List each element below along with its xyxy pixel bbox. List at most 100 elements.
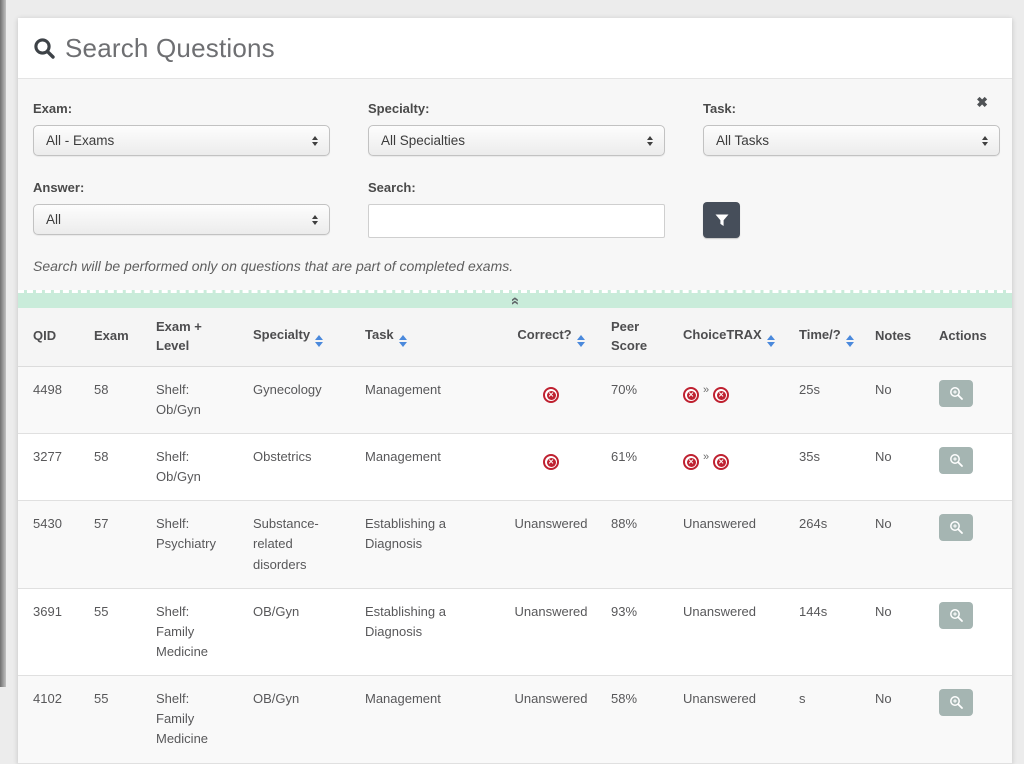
cell-correct: Unanswered: [499, 588, 603, 677]
cell-qid: 5430: [18, 500, 86, 589]
col-header-choicetrax[interactable]: ChoiceTRAX: [675, 308, 791, 367]
view-question-button[interactable]: [939, 379, 973, 407]
incorrect-icon: ✕: [683, 387, 699, 404]
cell-notes: No: [867, 500, 931, 589]
specialty-select[interactable]: All Specialties: [368, 125, 665, 156]
cell-task: Management: [357, 433, 499, 502]
cell-specialty: Gynecology: [245, 366, 357, 434]
cell-peer-score: 61%: [603, 433, 675, 502]
cell-qid: 4498: [18, 366, 86, 434]
view-question-button[interactable]: [939, 514, 973, 542]
filter-row-1: Exam: All - Exams Specialty: All Special…: [33, 93, 1000, 156]
cell-qid: 3691: [18, 588, 86, 677]
cell-exam: 58: [86, 366, 148, 434]
cell-choicetrax: Unanswered: [675, 500, 791, 589]
zoom-in-icon: [949, 695, 964, 710]
cell-specialty: OB/Gyn: [245, 675, 357, 764]
task-label: Task:: [703, 101, 736, 116]
incorrect-icon: ✕: [543, 454, 559, 471]
table-header-row: QID Exam Exam + Level Specialty Task Cor…: [18, 308, 1012, 367]
answer-label: Answer:: [33, 180, 85, 195]
col-header-actions: Actions: [931, 308, 1012, 367]
view-question-button[interactable]: [939, 689, 973, 717]
incorrect-icon: ✕: [543, 387, 559, 404]
close-icon[interactable]: ✖: [976, 94, 988, 110]
exam-select[interactable]: All - Exams: [33, 125, 330, 156]
col-header-notes: Notes: [867, 308, 931, 367]
col-header-peer-score: Peer Score: [603, 308, 675, 367]
incorrect-icon: ✕: [683, 454, 699, 471]
cell-exam-level: Shelf: Family Medicine: [148, 675, 245, 764]
search-input[interactable]: [368, 204, 665, 238]
cell-exam-level: Shelf: Family Medicine: [148, 588, 245, 677]
cell-exam: 58: [86, 433, 148, 502]
select-arrows-icon: [982, 135, 988, 146]
apply-filter-button[interactable]: [703, 202, 740, 238]
cell-choicetrax: Unanswered: [675, 588, 791, 677]
col-header-exam: Exam: [86, 308, 148, 367]
collapse-chevrons-icon: «: [507, 296, 524, 305]
page-title: Search Questions: [65, 33, 275, 63]
table-row: 4102 55 Shelf: Family Medicine OB/Gyn Ma…: [18, 675, 1012, 764]
cell-time: 144s: [791, 588, 867, 677]
col-header-exam-level: Exam + Level: [148, 308, 245, 367]
cell-task: Management: [357, 366, 499, 434]
cell-time: s: [791, 675, 867, 764]
answer-select-value: All: [46, 212, 62, 227]
zoom-in-icon: [949, 608, 964, 623]
filter-row-2: Answer: All Search:: [33, 172, 984, 238]
cell-exam-level: Shelf: Ob/Gyn: [148, 366, 245, 434]
cell-time: 25s: [791, 366, 867, 434]
table-row: 4498 58 Shelf: Ob/Gyn Gynecology Managem…: [18, 366, 1012, 434]
cell-task: Management: [357, 675, 499, 764]
sort-icon: [576, 335, 585, 348]
cell-correct: ✕: [499, 433, 603, 502]
search-questions-panel: Search Questions ✖ Exam: All - Exams Spe…: [18, 18, 1012, 764]
panel-header: Search Questions: [18, 18, 1012, 79]
search-filter: Search:: [368, 172, 665, 238]
collapse-filters-bar[interactable]: «: [18, 290, 1012, 308]
table-row: 5430 57 Shelf: Psychiatry Substance-rela…: [18, 500, 1012, 589]
col-header-correct[interactable]: Correct?: [499, 308, 603, 367]
cell-actions: [931, 366, 1012, 434]
search-icon: [33, 37, 56, 60]
cell-task: Establishing a Diagnosis: [357, 500, 499, 589]
cell-exam: 55: [86, 588, 148, 677]
cell-exam-level: Shelf: Ob/Gyn: [148, 433, 245, 502]
cell-peer-score: 70%: [603, 366, 675, 434]
col-header-specialty[interactable]: Specialty: [245, 308, 357, 367]
select-arrows-icon: [647, 135, 653, 146]
specialty-select-value: All Specialties: [381, 133, 466, 148]
incorrect-icon: ✕: [713, 454, 730, 471]
col-header-task[interactable]: Task: [357, 308, 499, 367]
cell-choicetrax: ✕» ✕: [675, 366, 791, 434]
col-header-time[interactable]: Time/?: [791, 308, 867, 367]
answer-select[interactable]: All: [33, 204, 330, 235]
cell-qid: 4102: [18, 675, 86, 764]
cell-notes: No: [867, 366, 931, 434]
search-note: Search will be performed only on questio…: [33, 258, 514, 274]
cell-peer-score: 58%: [603, 675, 675, 764]
view-question-button[interactable]: [939, 601, 973, 629]
cell-actions: [931, 675, 1012, 764]
task-filter: Task: All Tasks: [703, 93, 1000, 156]
zoom-in-icon: [949, 453, 964, 468]
exam-label: Exam:: [33, 101, 73, 116]
view-question-button[interactable]: [939, 446, 973, 474]
select-arrows-icon: [312, 214, 318, 225]
filter-area: ✖ Exam: All - Exams Specialty: All Speci…: [18, 79, 1012, 290]
cell-actions: [931, 588, 1012, 677]
sort-icon: [398, 335, 407, 348]
choicetrax-separator: »: [703, 450, 710, 463]
task-select-value: All Tasks: [716, 133, 770, 148]
task-select[interactable]: All Tasks: [703, 125, 1000, 156]
questions-table: QID Exam Exam + Level Specialty Task Cor…: [18, 308, 1012, 764]
funnel-icon: [715, 214, 729, 227]
filter-action: [703, 172, 1000, 238]
page-left-edge: [0, 0, 6, 687]
cell-choicetrax: Unanswered: [675, 675, 791, 764]
sort-icon: [766, 335, 775, 348]
incorrect-icon: ✕: [713, 387, 730, 404]
cell-task: Establishing a Diagnosis: [357, 588, 499, 677]
cell-notes: No: [867, 588, 931, 677]
